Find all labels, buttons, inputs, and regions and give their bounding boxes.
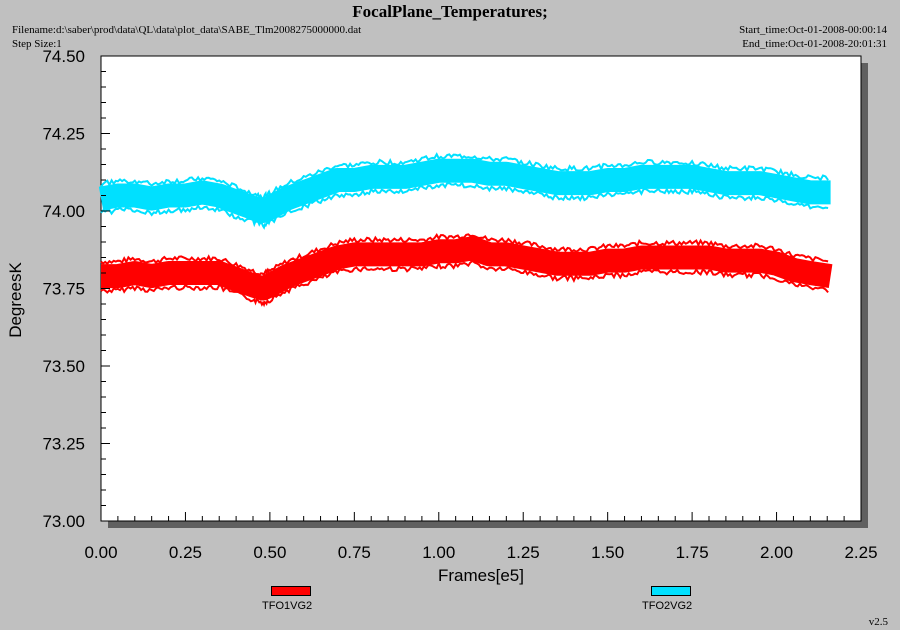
x-tick-label: 1.75 (676, 543, 709, 562)
series-noise-lower-tfo2vg2 (100, 180, 829, 230)
start-time-label: Start_time:Oct-01-2008-00:00:14 (739, 24, 887, 36)
x-tick-label: 2.00 (760, 543, 793, 562)
y-tick-label: 74.00 (42, 202, 85, 221)
y-axis-label: DegreesK (6, 262, 25, 338)
y-tick-label: 73.25 (42, 435, 85, 454)
x-tick-label: 1.50 (591, 543, 624, 562)
x-tick-label: 1.25 (507, 543, 540, 562)
x-tick-label: 0.00 (84, 543, 117, 562)
plot-area (100, 55, 862, 522)
series-line-tfo2vg2 (98, 158, 831, 223)
step-size-label: Step Size:1 (12, 38, 62, 50)
legend-swatch-tfo2vg2 (651, 586, 691, 596)
legend-label-tfo2vg2: TFO2VG2 (642, 600, 693, 612)
end-time-label: End_time:Oct-01-2008-20:01:31 (742, 38, 887, 50)
plot-shadow (108, 63, 868, 528)
series-noise-upper-tfo2vg2 (100, 152, 829, 200)
series-layer (98, 152, 833, 308)
y-tick-label: 73.75 (42, 280, 85, 299)
x-axis-label: Frames[e5] (438, 566, 524, 585)
y-tick-label: 74.25 (42, 125, 85, 144)
x-tick-label: 0.75 (338, 543, 371, 562)
filename-label: Filename:d:\saber\prod\data\QL\data\plot… (12, 24, 362, 36)
chart-title: FocalPlane_Temperatures; (352, 2, 548, 21)
y-tick-label: 73.50 (42, 357, 85, 376)
x-tick-label: 0.25 (169, 543, 202, 562)
x-tick-label: 1.00 (422, 543, 455, 562)
series-noise-lower-tfo1vg2 (100, 259, 829, 308)
x-tick-label: 0.50 (253, 543, 286, 562)
x-tick-label: 2.25 (844, 543, 877, 562)
legend-label-tfo1vg2: TFO1VG2 (262, 600, 313, 612)
series-line-tfo1vg2 (101, 236, 833, 301)
series-noise-upper-tfo1vg2 (100, 233, 829, 279)
y-tick-label: 73.00 (42, 512, 85, 531)
legend-swatch-tfo1vg2 (271, 586, 311, 596)
version-label: v2.5 (868, 616, 888, 628)
